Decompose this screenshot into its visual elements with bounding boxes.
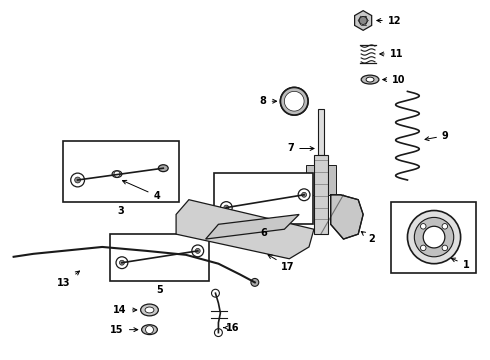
Polygon shape bbox=[280, 87, 308, 115]
Text: 15: 15 bbox=[110, 325, 138, 335]
Circle shape bbox=[420, 224, 426, 229]
Polygon shape bbox=[331, 195, 363, 239]
Circle shape bbox=[415, 217, 454, 257]
Text: 8: 8 bbox=[260, 96, 276, 106]
Ellipse shape bbox=[145, 307, 154, 313]
Text: 4: 4 bbox=[122, 180, 160, 201]
Circle shape bbox=[420, 245, 426, 251]
Polygon shape bbox=[206, 215, 299, 239]
Circle shape bbox=[280, 87, 308, 115]
Polygon shape bbox=[355, 11, 372, 30]
Text: 12: 12 bbox=[377, 15, 401, 26]
Circle shape bbox=[224, 205, 229, 210]
Circle shape bbox=[120, 260, 124, 265]
Bar bbox=[306, 165, 314, 195]
Circle shape bbox=[215, 329, 222, 337]
Text: 3: 3 bbox=[118, 206, 124, 216]
Text: 16: 16 bbox=[223, 323, 240, 333]
Ellipse shape bbox=[366, 77, 374, 82]
Circle shape bbox=[442, 224, 447, 229]
Text: 1: 1 bbox=[451, 258, 469, 270]
Bar bbox=[318, 109, 324, 156]
Circle shape bbox=[442, 245, 447, 251]
Text: 6: 6 bbox=[260, 228, 267, 238]
Bar bbox=[110, 234, 209, 282]
Circle shape bbox=[196, 248, 200, 253]
Text: 14: 14 bbox=[113, 305, 137, 315]
Circle shape bbox=[298, 189, 310, 201]
Circle shape bbox=[408, 211, 461, 264]
Text: 10: 10 bbox=[383, 75, 405, 85]
Text: 13: 13 bbox=[57, 271, 79, 288]
Circle shape bbox=[220, 202, 232, 213]
Bar bbox=[63, 141, 179, 202]
Circle shape bbox=[116, 257, 128, 269]
Polygon shape bbox=[176, 200, 314, 259]
Circle shape bbox=[192, 245, 204, 257]
Circle shape bbox=[423, 226, 445, 248]
Circle shape bbox=[146, 326, 153, 334]
Circle shape bbox=[251, 278, 259, 286]
Ellipse shape bbox=[142, 325, 157, 334]
Circle shape bbox=[284, 91, 304, 111]
Circle shape bbox=[359, 17, 367, 24]
Ellipse shape bbox=[361, 75, 379, 84]
Bar bbox=[314, 156, 328, 234]
Circle shape bbox=[114, 171, 120, 177]
Text: 5: 5 bbox=[156, 285, 163, 295]
Text: 11: 11 bbox=[380, 49, 403, 59]
Bar bbox=[215, 173, 313, 224]
Circle shape bbox=[74, 177, 80, 183]
Text: 9: 9 bbox=[425, 131, 449, 141]
Text: 7: 7 bbox=[288, 144, 314, 153]
Circle shape bbox=[71, 173, 84, 187]
Text: 17: 17 bbox=[268, 255, 295, 272]
Ellipse shape bbox=[158, 165, 168, 172]
Circle shape bbox=[212, 289, 220, 297]
Circle shape bbox=[302, 192, 307, 197]
Bar bbox=[328, 165, 336, 195]
Bar bbox=[391, 202, 476, 273]
Polygon shape bbox=[284, 91, 304, 111]
Text: 2: 2 bbox=[361, 231, 375, 244]
Ellipse shape bbox=[112, 171, 122, 177]
Ellipse shape bbox=[141, 304, 158, 316]
